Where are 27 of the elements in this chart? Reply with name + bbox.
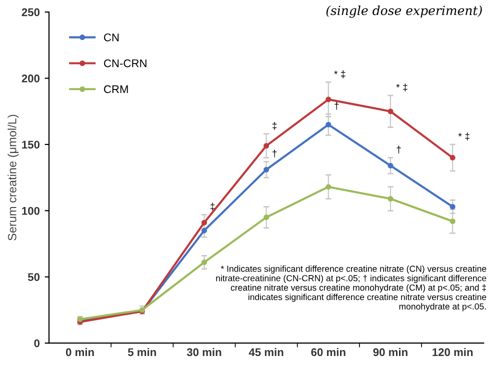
annotation: † <box>396 146 401 154</box>
annotation: * ‡ <box>334 70 346 78</box>
chart-title: (single dose experiment) <box>326 5 482 18</box>
y-tick-label: 0 <box>34 339 40 348</box>
y-tick-label: 50 <box>28 273 40 282</box>
x-tick-label: 0 min <box>66 348 94 356</box>
x-tick-label: 5 min <box>128 348 156 356</box>
x-tick-label: 90 min <box>373 348 408 356</box>
y-tick-label: 150 <box>22 140 40 149</box>
legend-label: CN <box>104 33 119 42</box>
annotation: ‡ <box>210 202 215 211</box>
legend-label: CRM <box>104 85 128 94</box>
annotation: † <box>334 102 339 110</box>
y-axis-title: Serum creatine (μmol/L) <box>8 114 19 240</box>
x-tick-label: 60 min <box>311 348 346 356</box>
annotation: * ‡ <box>396 84 408 92</box>
x-tick-label: 120 min <box>432 348 473 356</box>
annotation: † <box>272 150 277 158</box>
y-tick-label: 200 <box>22 74 40 82</box>
annotation: * Indicates significant difference creatine nitrate (CN) versus creatine nitrate-creatinine (CN-CRN) at p<.05; † indicates significant difference creatine nitrate versus creatine monohydrate (CM) at p<.05; and ‡ indicates significant difference creatine nitrate versus creatine monohydrate at p<.05. <box>216 265 486 312</box>
y-tick-label: 100 <box>22 206 40 215</box>
annotation: * ‡ <box>458 132 470 140</box>
y-tick-label: 250 <box>22 8 40 16</box>
legend-label: CN-CRN <box>104 59 146 68</box>
annotation: ‡ <box>272 122 277 130</box>
x-tick-label: 30 min <box>186 348 222 356</box>
x-tick-label: 45 min <box>248 348 284 356</box>
